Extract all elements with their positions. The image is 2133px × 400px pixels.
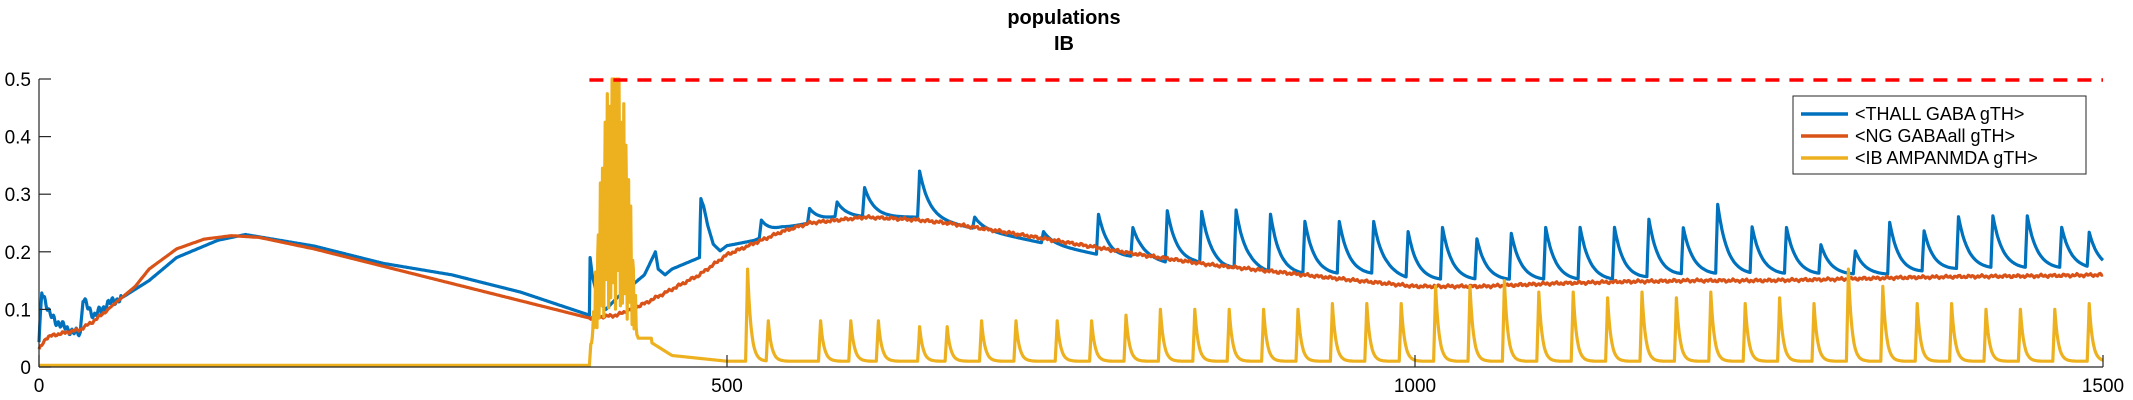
y-tick-label: 0.1 [5, 300, 31, 321]
axes: 0 0.1 0.2 0.3 0.4 0.5 0 500 1000 1500 [5, 70, 2125, 397]
x-tick-label: 1500 [2082, 376, 2124, 397]
y-tick-label: 0 [20, 358, 31, 379]
x-tick-label: 0 [34, 376, 45, 397]
y-tick-label: 0.2 [5, 243, 31, 264]
y-tick-label: 0.3 [5, 185, 31, 206]
chart-title-line-2: IB [1054, 33, 1074, 55]
legend-label: <THALL GABA gTH> [1855, 104, 2024, 124]
ng-gabaall-line [37, 214, 2104, 350]
legend-label: <IB AMPANMDA gTH> [1855, 148, 2038, 168]
x-tick-label: 500 [711, 376, 743, 397]
legend: <THALL GABA gTH><NG GABAall gTH><IB AMPA… [1792, 95, 2087, 175]
chart-title-line-1: populations [1007, 7, 1120, 29]
legend-label: <NG GABAall gTH> [1855, 126, 2015, 146]
y-tick-label: 0.4 [5, 128, 32, 149]
y-tick-label: 0.5 [5, 70, 31, 91]
ib-ampanmda-line [38, 77, 2104, 367]
x-tick-label: 1000 [1394, 376, 1436, 397]
chart-title: populations IB [1007, 7, 1120, 55]
plot-area [37, 77, 2105, 367]
thall-gaba-line [37, 169, 2105, 343]
